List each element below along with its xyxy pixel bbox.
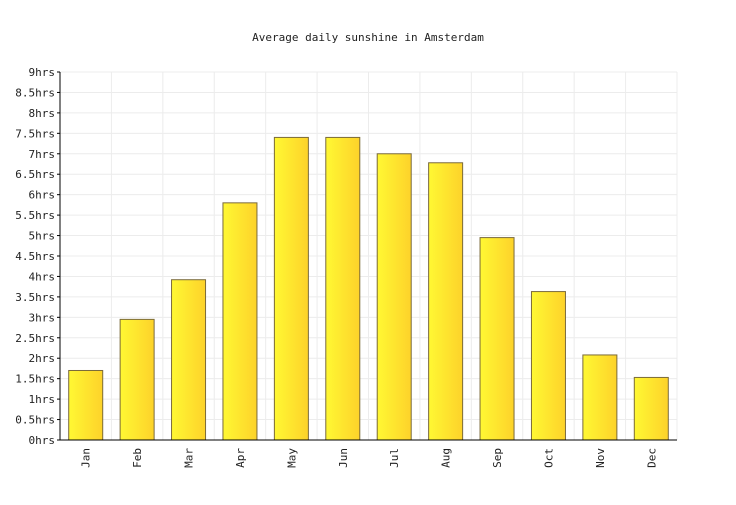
bar-may — [273, 136, 309, 441]
bar-aug — [428, 162, 464, 441]
y-tick-label: 8.5hrs — [15, 86, 55, 99]
y-tick-label: 7.5hrs — [15, 127, 55, 140]
x-tick-label: Dec — [645, 448, 658, 468]
x-tick-label: Aug — [440, 448, 453, 468]
bar-jun — [325, 136, 361, 441]
y-tick-label: 7hrs — [29, 148, 56, 161]
y-tick-label: 6hrs — [29, 189, 56, 202]
bar-oct — [530, 291, 566, 441]
x-tick-label: Apr — [234, 448, 247, 468]
y-tick-label: 2.5hrs — [15, 332, 55, 345]
y-tick-label: 0.5hrs — [15, 414, 55, 427]
bar-dec — [633, 376, 669, 441]
y-tick-label: 0hrs — [29, 434, 56, 447]
bar-jan — [68, 369, 104, 441]
y-tick-label: 3.5hrs — [15, 291, 55, 304]
grid-lines — [60, 71, 678, 440]
x-tick-label: Oct — [542, 448, 555, 468]
chart-title: Average daily sunshine in Amsterdam — [252, 31, 484, 44]
x-tick-label: May — [285, 448, 298, 468]
bar-apr — [222, 202, 258, 441]
bar-nov — [582, 354, 618, 441]
y-tick-labels: 0hrs 0.5hrs 1hrs 1.5hrs 2hrs 2.5hrs 3hrs 3.5hrs… — [15, 66, 60, 447]
bar-jul — [376, 153, 412, 441]
y-tick-label: 3hrs — [29, 311, 56, 324]
bar-feb — [119, 318, 155, 441]
x-tick-labels: Jan Feb Mar Apr May Jun Jul Aug Sep Oct Nov Dec — [80, 448, 659, 468]
bar-sep — [479, 237, 515, 441]
y-tick-label: 5.5hrs — [15, 209, 55, 222]
y-tick-label: 5hrs — [29, 230, 56, 243]
y-tick-label: 1.5hrs — [15, 373, 55, 386]
y-tick-label: 1hrs — [29, 393, 56, 406]
y-tick-label: 6.5hrs — [15, 168, 55, 181]
x-tick-label: Feb — [131, 448, 144, 468]
x-tick-label: Jan — [80, 448, 93, 468]
y-tick-label: 4.5hrs — [15, 250, 55, 263]
y-tick-label: 9hrs — [29, 66, 56, 79]
x-tick-label: Sep — [491, 448, 504, 468]
x-tick-label: Mar — [183, 448, 196, 468]
y-tick-label: 8hrs — [29, 107, 56, 120]
y-tick-label: 4hrs — [29, 270, 56, 283]
bar-mar — [171, 279, 207, 441]
x-tick-label: Jun — [337, 448, 350, 468]
x-tick-label: Nov — [594, 448, 607, 468]
y-tick-label: 2hrs — [29, 352, 56, 365]
x-tick-label: Jul — [388, 448, 401, 468]
